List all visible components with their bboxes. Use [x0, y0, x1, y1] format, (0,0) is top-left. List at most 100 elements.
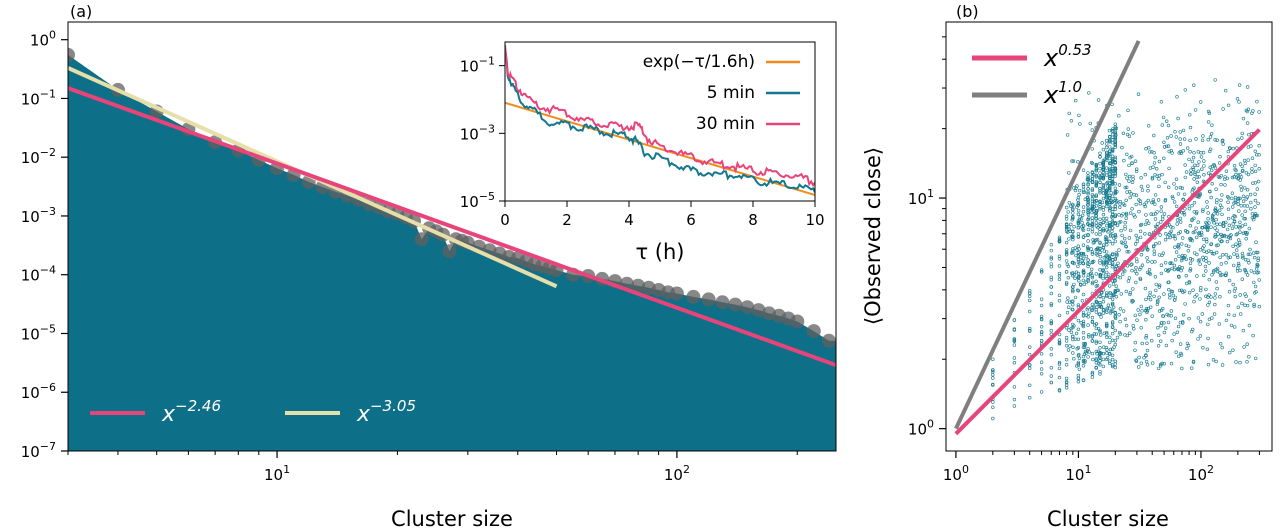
scatter-point [1171, 196, 1175, 200]
scatter-point [1144, 200, 1149, 205]
scatter-point [1210, 215, 1215, 219]
data-point [790, 314, 805, 329]
scatter-point [1077, 247, 1081, 251]
scatter-point [1121, 212, 1125, 216]
scatter-point [1039, 325, 1044, 329]
scatter-point [1012, 361, 1017, 365]
scatter-point [1149, 212, 1153, 216]
scatter-point [1097, 355, 1102, 359]
scatter-point [1241, 231, 1246, 236]
scatter-point [1071, 289, 1075, 294]
scatter-point [1080, 221, 1084, 225]
scatter-point [1090, 275, 1095, 280]
scatter-point [1116, 261, 1120, 265]
scatter-point [1076, 220, 1081, 225]
scatter-point [1122, 158, 1126, 163]
scatter-point [1104, 199, 1109, 203]
scatter-point [1107, 128, 1112, 133]
scatter-point [1195, 293, 1199, 297]
scatter-point [1098, 232, 1102, 237]
scatter-point [1253, 169, 1258, 174]
scatter-point [1206, 171, 1211, 175]
scatter-point [1069, 326, 1074, 331]
scatter-point [1138, 229, 1143, 234]
scatter-point [1253, 205, 1257, 209]
scatter-point [1224, 169, 1229, 173]
scatter-point [1134, 233, 1138, 238]
scatter-point [1102, 331, 1107, 335]
scatter-point [1208, 165, 1212, 170]
scatter-point [1103, 157, 1107, 161]
scatter-point [1122, 203, 1127, 208]
scatter-point [1206, 362, 1211, 367]
scatter-point [1137, 355, 1141, 360]
scatter-point [1245, 195, 1250, 199]
scatter-point [1076, 235, 1081, 239]
scatter-point [1125, 132, 1130, 137]
scatter-point [1205, 347, 1210, 351]
scatter-point [1069, 222, 1073, 227]
scatter-point [1234, 242, 1238, 246]
scatter-point [1252, 304, 1256, 308]
scatter-point [1102, 249, 1107, 253]
scatter-point [1109, 215, 1114, 219]
scatter-point [1094, 279, 1098, 283]
scatter-point [1221, 253, 1225, 257]
scatter-point [1179, 353, 1184, 357]
scatter-point [1144, 334, 1149, 338]
scatter-point [1067, 328, 1071, 332]
scatter-point [1039, 268, 1044, 272]
scatter-point [1224, 318, 1229, 322]
scatter-point [1184, 281, 1189, 286]
scatter-point [1139, 253, 1144, 257]
fit-lines-group [68, 66, 836, 367]
scatter-point [1220, 363, 1225, 367]
scatter-point [1110, 353, 1115, 357]
scatter-point [1238, 360, 1242, 365]
y-tick-label: 10−1 [21, 87, 56, 108]
scatter-point [1206, 120, 1211, 124]
scatter-point [1236, 238, 1241, 242]
scatter-point [1098, 206, 1102, 211]
scatter-point [1230, 191, 1235, 195]
scatter-point [1098, 230, 1102, 234]
scatter-point [1107, 149, 1112, 153]
scatter-point [1104, 224, 1109, 228]
scatter-point [1071, 288, 1075, 292]
scatter-point [1238, 196, 1242, 201]
scatter-point [1113, 196, 1118, 201]
scatter-point [1126, 127, 1131, 131]
scatter-point [1184, 257, 1189, 262]
scatter-point [1255, 262, 1259, 267]
scatter-point [1064, 344, 1069, 348]
scatter-point [1087, 262, 1091, 266]
scatter-point [1084, 351, 1088, 355]
scatter-point [1256, 263, 1260, 267]
scatter-point [1086, 192, 1090, 196]
scatter-point [1171, 225, 1175, 230]
scatter-point [1145, 363, 1150, 367]
scatter-point [1240, 131, 1244, 136]
scatter-point [1164, 268, 1168, 272]
y-tick-label: 10−3 [21, 205, 56, 226]
scatter-point [991, 405, 995, 409]
scatter-point [1139, 176, 1143, 180]
scatter-point [1194, 235, 1199, 240]
scatter-point [1115, 223, 1120, 228]
scatter-point [1077, 279, 1081, 283]
scatter-point [1090, 375, 1095, 379]
scatter-point [1136, 92, 1141, 96]
scatter-point [1090, 223, 1095, 228]
scatter-point [1101, 259, 1106, 264]
scatter-point [1239, 175, 1244, 179]
scatter-point [1169, 361, 1174, 366]
scatter-point [1194, 211, 1199, 216]
scatter-point [1180, 266, 1185, 270]
scatter-point [1110, 265, 1115, 269]
scatter-point [1142, 356, 1146, 360]
scatter-point [991, 382, 995, 387]
scatter-point [1049, 275, 1054, 279]
scatter-point [1153, 155, 1157, 160]
scatter-point [1070, 234, 1074, 238]
scatter-point [1204, 287, 1208, 292]
